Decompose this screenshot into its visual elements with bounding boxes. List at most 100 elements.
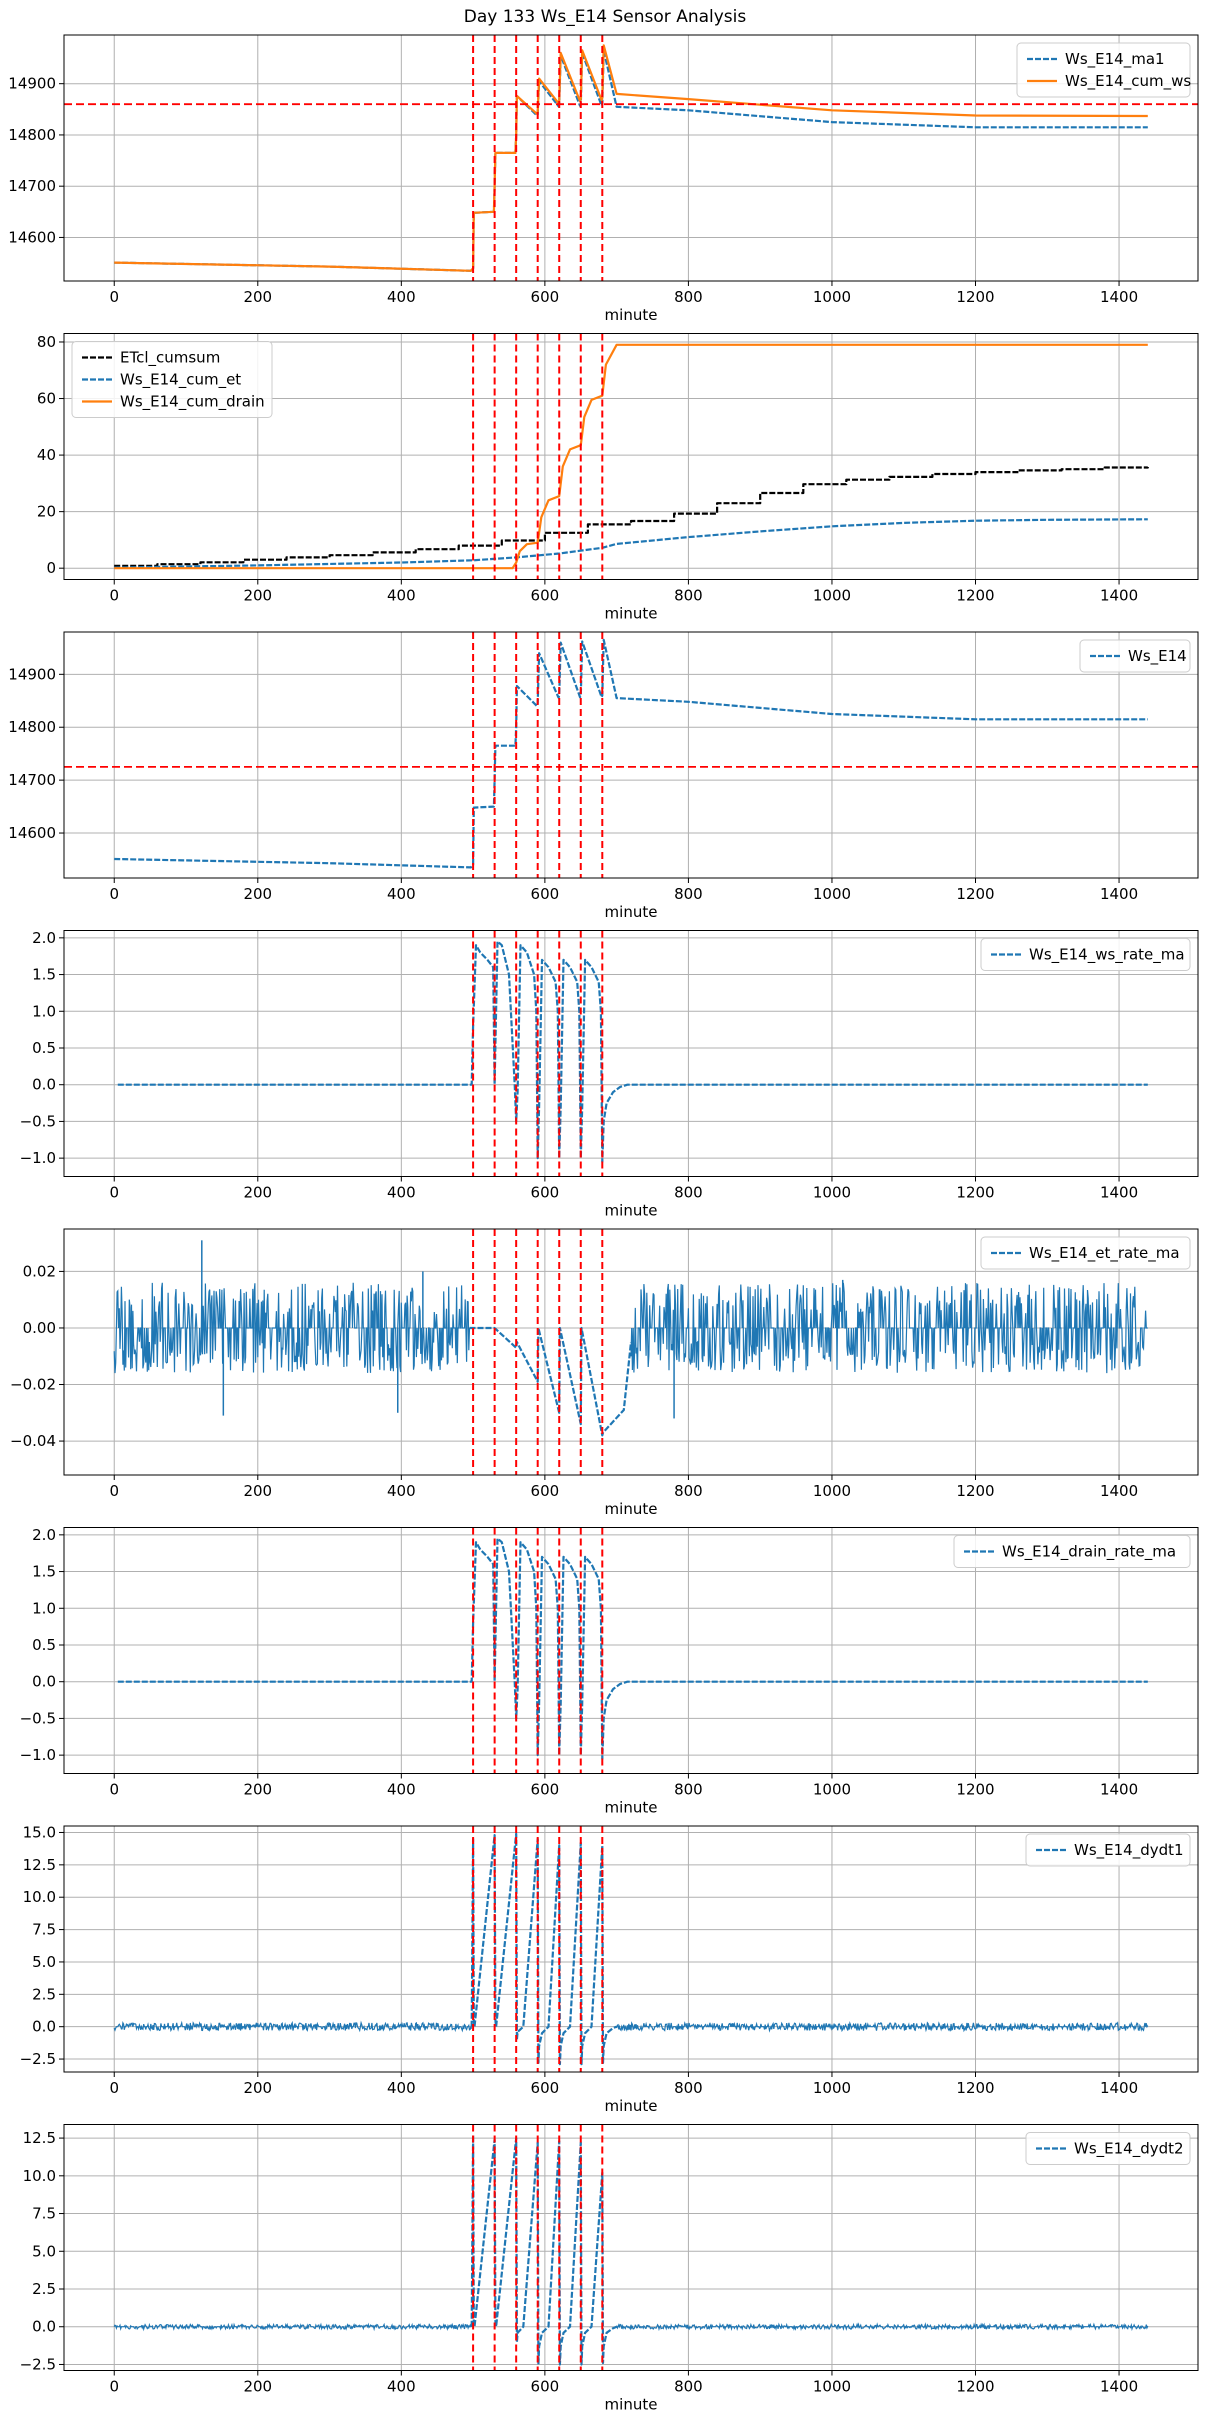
- x-tick-label: 600: [531, 2079, 560, 2097]
- x-tick-label: 1000: [813, 2079, 851, 2097]
- x-tick-label: 1000: [813, 2378, 851, 2396]
- y-tick-label: 14700: [8, 177, 56, 195]
- y-tick-label: 10.0: [23, 1888, 56, 1906]
- legend: Ws_E14_drain_rate_ma: [953, 1535, 1191, 1568]
- x-tick-label: 200: [243, 1184, 272, 1202]
- plot-area: [113, 1240, 1148, 1437]
- panel-5: 0 200 400 600 800 1000 1200 1400 −0.04 −0.02 0.00 0…: [10, 1228, 1199, 1518]
- y-tick-label: −0.04: [10, 1432, 56, 1450]
- legend-box: [1016, 42, 1191, 98]
- x-tick-label: 0: [109, 885, 119, 903]
- y-tick-label: 5.0: [32, 1953, 56, 1971]
- y-tick-label: 0.5: [32, 1636, 56, 1654]
- x-tick-label: 0: [109, 1184, 119, 1202]
- axes-frame: [63, 631, 1199, 879]
- x-axis-label: minute: [605, 605, 658, 623]
- panels: 0 200 400 600 800 1000 1200 1400146001470014800…: [8, 34, 1199, 2411]
- x-tick-label: 1200: [956, 885, 994, 903]
- legend-entry: Ws_E14_cum_et: [120, 371, 241, 390]
- grid: [64, 1527, 1198, 1774]
- x-tick-label: 0: [109, 2079, 119, 2097]
- axes-frame: [63, 1825, 1199, 2073]
- legend-box: [1025, 2132, 1191, 2165]
- series-ETcl_cumsum: [114, 466, 1149, 567]
- x-tick-label: 1400: [1100, 1482, 1138, 1500]
- legend-box: [980, 1236, 1191, 1270]
- panel-2: 0 200 400 600 800 1000 1200 1400 0 20 40 60 80 minute…: [37, 333, 1199, 623]
- x-tick-label: 400: [387, 1184, 416, 1202]
- y-tick-label: 2.0: [32, 929, 56, 947]
- x-tick-label: 200: [243, 2378, 272, 2396]
- x-tick-label: 600: [531, 1184, 560, 1202]
- noise-trace-2: [616, 2021, 1149, 2033]
- x-tick-label: 200: [243, 1781, 272, 1799]
- x-tick-label: 1000: [813, 1482, 851, 1500]
- x-tick-label: 800: [674, 885, 703, 903]
- y-tick-label: 20: [37, 503, 56, 521]
- axes-frame: [63, 2124, 1199, 2371]
- x-tick-label: 1200: [956, 2378, 994, 2396]
- x-axis-label: minute: [605, 1799, 658, 1817]
- x-tick-label: 1400: [1100, 885, 1138, 903]
- y-tick-label: 14600: [8, 228, 56, 246]
- y-tick-label: 7.5: [32, 1921, 56, 1939]
- x-axis-label: minute: [605, 306, 658, 324]
- y-tick-label: 1.0: [32, 1599, 56, 1617]
- y-tick-label: 2.5: [32, 1985, 56, 2003]
- series-Ws_E14_ws_rate_ma: [117, 940, 1148, 1163]
- x-tick-label: 1200: [956, 1781, 994, 1799]
- plot-area: [113, 1832, 1149, 2066]
- legend-box: [1079, 639, 1191, 673]
- x-tick-label: 400: [387, 288, 416, 306]
- y-tick-label: 1.5: [32, 966, 56, 984]
- x-tick-label: 0: [109, 2378, 119, 2396]
- series-Ws_E14: [114, 638, 1148, 869]
- x-tick-label: 1400: [1100, 2378, 1138, 2396]
- y-tick-label: 0.0: [32, 2018, 56, 2036]
- x-tick-label: 800: [674, 288, 703, 306]
- x-axis-label: minute: [605, 1202, 658, 1220]
- plot-area: [117, 940, 1148, 1163]
- legend-entry: Ws_E14_cum_drain: [120, 393, 265, 412]
- noise-trace-1: [113, 1282, 471, 1374]
- noise-trace-1: [113, 2322, 473, 2332]
- y-tick-label: 7.5: [32, 2205, 56, 2223]
- x-tick-label: 800: [674, 2378, 703, 2396]
- legend-entry: Ws_E14_drain_rate_ma: [1002, 1543, 1176, 1562]
- legend-box: [980, 938, 1191, 971]
- axes-frame: [63, 1228, 1199, 1476]
- axes-frame: [63, 34, 1199, 282]
- x-tick-label: 800: [674, 1781, 703, 1799]
- y-tick-label: 12.5: [23, 1856, 56, 1874]
- legend: ETcl_cumsum Ws_E14_cum_et Ws_E14_cum_drain: [71, 341, 273, 418]
- y-tick-label: 2.5: [32, 2280, 56, 2298]
- x-axis-label: minute: [605, 1500, 658, 1518]
- x-tick-label: 800: [674, 1184, 703, 1202]
- axes-frame: [63, 930, 1199, 1177]
- y-tick-label: 14800: [8, 126, 56, 144]
- x-tick-label: 1000: [813, 1781, 851, 1799]
- panel-3: 0 200 400 600 800 1000 1200 1400 14600 14700 14800…: [8, 631, 1199, 921]
- legend-box: [953, 1535, 1191, 1568]
- legend-entry: Ws_E14_ws_rate_ma: [1029, 946, 1185, 965]
- plot-area: [117, 1537, 1148, 1760]
- legend-box: [1025, 1833, 1191, 1867]
- x-axis-label: minute: [605, 2396, 658, 2411]
- y-tick-label: −0.5: [20, 1709, 56, 1727]
- x-tick-label: 1400: [1100, 2079, 1138, 2097]
- noise-trace-2: [630, 1282, 1148, 1374]
- figure-title: Day 133 Ws_E14 Sensor Analysis: [464, 7, 747, 27]
- x-tick-label: 200: [243, 1482, 272, 1500]
- x-tick-label: 800: [674, 2079, 703, 2097]
- legend: Ws_E14_et_rate_ma: [980, 1236, 1191, 1270]
- panel-6: 0 200 400 600 800 1000 1200 1400 −1.0 −0.5 0.0 0.5 1…: [20, 1526, 1199, 1817]
- x-tick-label: 200: [243, 288, 272, 306]
- plot-area: [114, 44, 1148, 272]
- x-tick-label: 600: [531, 1482, 560, 1500]
- legend: Ws_E14_ma1 Ws_E14_cum_ws: [1016, 42, 1191, 98]
- noise-trace-1: [113, 2020, 473, 2033]
- x-tick-label: 1200: [956, 1482, 994, 1500]
- y-tick-label: 14900: [8, 75, 56, 93]
- y-tick-label: 0.0: [32, 1076, 56, 1094]
